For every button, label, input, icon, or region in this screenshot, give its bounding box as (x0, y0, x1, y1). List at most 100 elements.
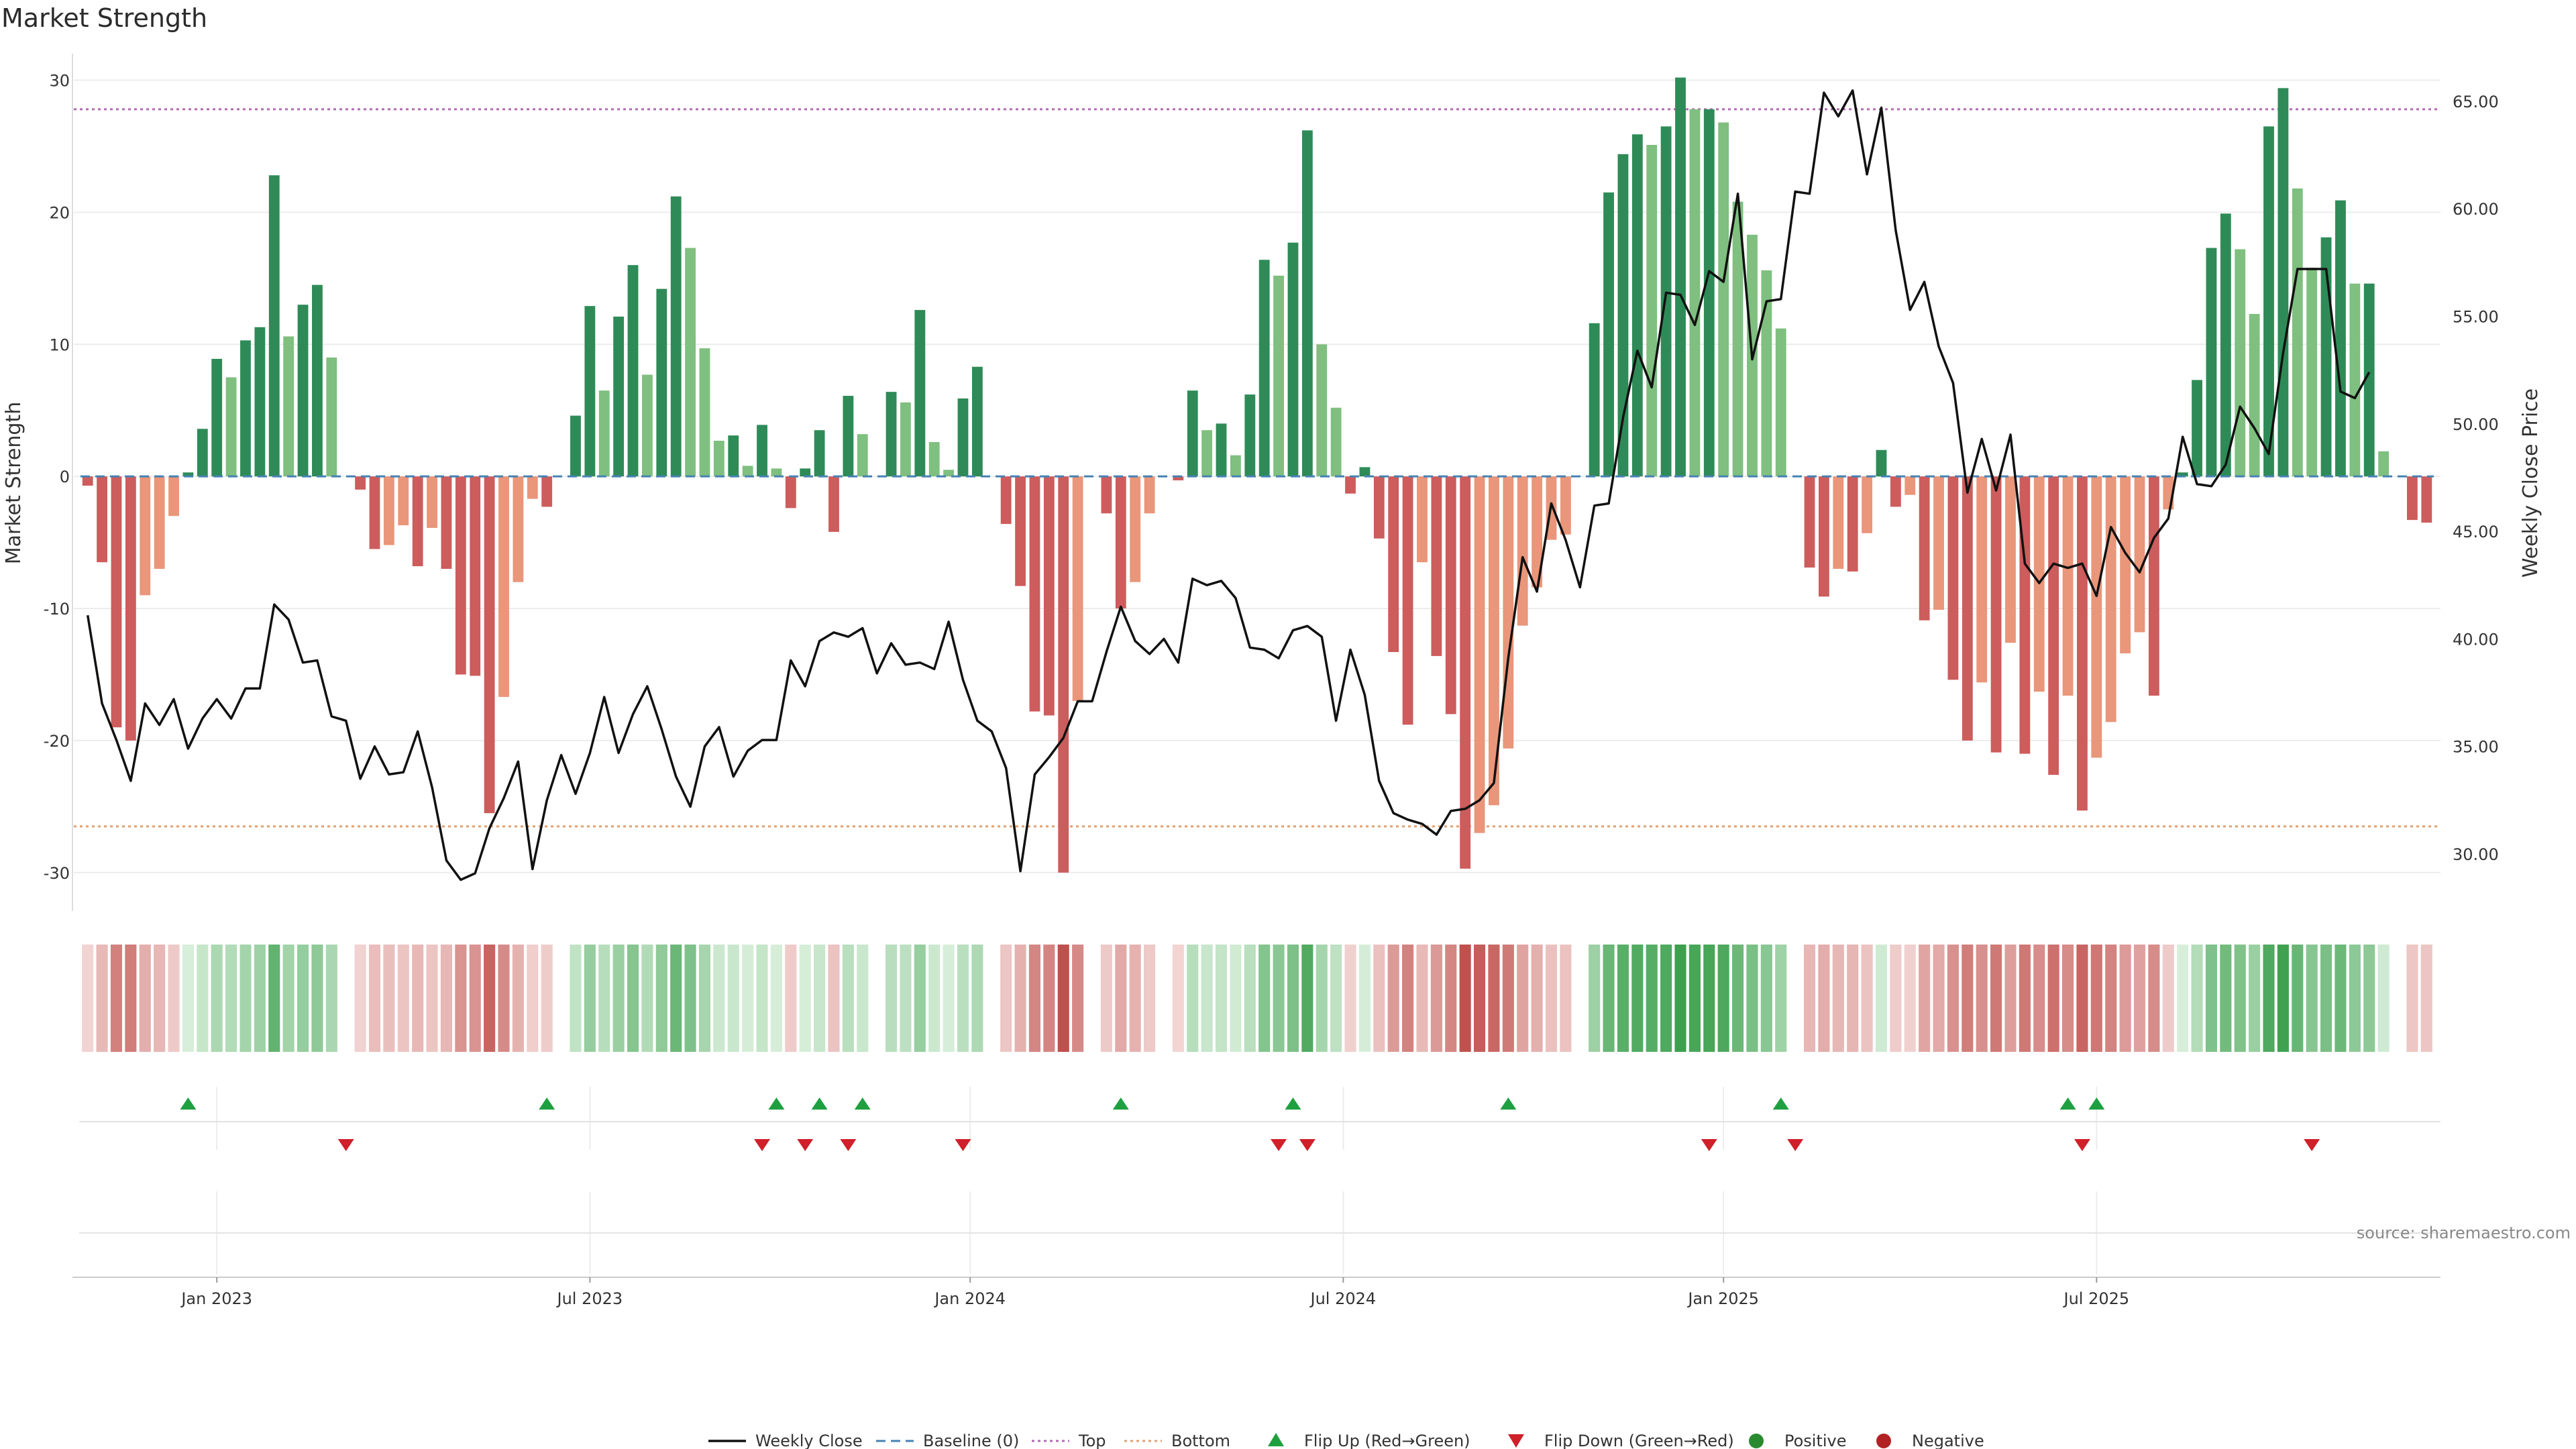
heat-cell (1688, 945, 1701, 1052)
strength-bar (1058, 476, 1069, 873)
heat-cell (2119, 945, 2131, 1052)
heat-cell (225, 945, 237, 1052)
strength-bar (1904, 476, 1916, 495)
heat-cell (842, 945, 854, 1052)
flip-down-marker (1787, 1139, 1804, 1151)
heat-cell (239, 945, 252, 1052)
strength-bar (1359, 467, 1371, 477)
strength-bars (82, 77, 2432, 873)
heat-cell (368, 945, 381, 1052)
heat-cell (297, 945, 309, 1052)
flip-up-marker (539, 1097, 555, 1110)
legend-label: Flip Up (Red→Green) (1304, 1432, 1470, 1449)
heat-cell (311, 945, 323, 1052)
heat-cell (1631, 945, 1644, 1052)
strength-bar (1890, 476, 1901, 507)
heat-cell (670, 945, 682, 1052)
x-tick-label: Jul 2025 (2062, 1289, 2129, 1308)
heat-cell (1832, 945, 1844, 1052)
heat-cell (1344, 945, 1356, 1052)
heat-cell (2133, 945, 2146, 1052)
strength-bar (211, 358, 223, 477)
heat-cell (756, 945, 768, 1052)
strength-bar (111, 476, 122, 728)
strength-bar (1976, 476, 1988, 683)
y2-tick-label: 35.00 (2453, 738, 2499, 757)
legend-item: Weekly Close (708, 1432, 863, 1449)
strength-bar (2192, 380, 2202, 477)
strength-bar (742, 466, 753, 477)
heat-cell (1273, 945, 1285, 1052)
strength-bar (484, 476, 495, 814)
heat-cell (2363, 945, 2375, 1052)
heat-cell (1803, 945, 1816, 1052)
heat-cell (541, 945, 553, 1052)
strength-bar (383, 476, 394, 545)
flip-up-marker (768, 1097, 785, 1110)
weekly-close-line (86, 89, 2371, 881)
heat-cell (1459, 945, 1471, 1052)
strength-bar (2421, 476, 2432, 523)
heat-cell (1502, 945, 1514, 1052)
strength-bar (1015, 476, 1026, 586)
strength-bar (2292, 188, 2303, 477)
strength-bar (1617, 154, 1629, 477)
strength-bar (613, 316, 625, 477)
strength-bar (1460, 476, 1471, 869)
strength-bar (312, 284, 323, 477)
strength-bar (182, 472, 194, 477)
flip-up-marker (2059, 1097, 2076, 1110)
heat-cell (1144, 945, 1156, 1052)
heat-cell (742, 945, 754, 1052)
strength-bar (427, 476, 437, 528)
strength-bar (1532, 476, 1543, 588)
heat-cell (1100, 945, 1112, 1052)
heat-cell (1115, 945, 1127, 1052)
strength-bar (268, 175, 280, 477)
heat-cell (1603, 945, 1615, 1052)
legend-label: Negative (1912, 1432, 1984, 1449)
heat-cell (2033, 945, 2045, 1052)
heat-cell (1473, 945, 1486, 1052)
heat-cell (770, 945, 782, 1052)
strength-bar (814, 430, 825, 477)
strength-bar (2091, 476, 2102, 758)
y2-tick-label: 40.00 (2453, 630, 2499, 649)
heat-cell (1258, 945, 1271, 1052)
heat-cell (2320, 945, 2332, 1052)
flip-down-marker (1299, 1139, 1316, 1151)
heat-cell (1674, 945, 1686, 1052)
heat-cell (1660, 945, 1672, 1052)
heat-cell (1760, 945, 1772, 1052)
heat-cell (2004, 945, 2017, 1052)
heat-cell (1373, 945, 1385, 1052)
heat-cell (455, 945, 467, 1052)
heat-cell (383, 945, 395, 1052)
strength-bar (1373, 476, 1385, 539)
flip-up-marker (1500, 1097, 1517, 1110)
strength-bar (2120, 476, 2131, 653)
legend-item: Flip Up (Red→Green) (1268, 1432, 1470, 1449)
strength-bar (2263, 126, 2274, 477)
strength-bar (355, 476, 366, 490)
heat-cell (325, 945, 337, 1052)
chart-title: Market Strength (1, 3, 207, 33)
heat-cell (828, 945, 840, 1052)
heat-cell (268, 945, 280, 1052)
strength-bar (757, 425, 767, 477)
strength-bar (254, 327, 266, 477)
heat-cell (2177, 945, 2189, 1052)
heat-cell (1962, 945, 1974, 1052)
strength-bar (1230, 455, 1241, 477)
strength-bar (1244, 394, 1256, 477)
flip-down-marker (1701, 1139, 1717, 1151)
strength-bar (785, 476, 796, 508)
y2-tick-label: 50.00 (2453, 415, 2499, 434)
strength-bar (513, 476, 524, 582)
heat-cell (2306, 945, 2318, 1052)
strength-bar (2220, 213, 2231, 477)
heat-cell (1875, 945, 1888, 1052)
legend-label: Weekly Close (755, 1432, 863, 1449)
heat-cell (1187, 945, 1199, 1052)
legend-label: Bottom (1171, 1432, 1230, 1449)
